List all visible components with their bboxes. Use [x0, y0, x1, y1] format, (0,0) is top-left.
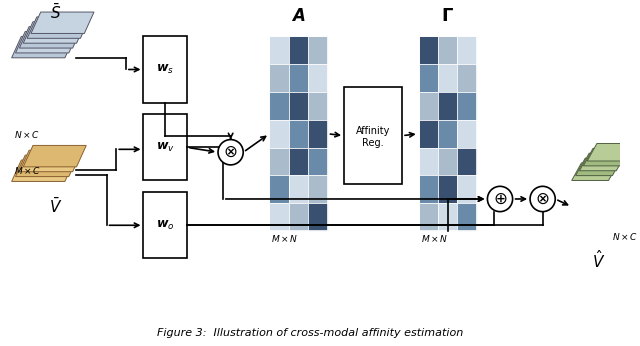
Bar [308, 148, 328, 175]
Bar [269, 148, 289, 175]
Bar [289, 203, 308, 231]
Bar [458, 203, 477, 231]
Bar [419, 120, 438, 148]
Bar [143, 36, 187, 102]
Bar [308, 92, 328, 120]
Bar [419, 148, 438, 175]
Bar [438, 36, 458, 64]
Bar [289, 92, 308, 120]
Bar [419, 175, 438, 203]
Bar [143, 192, 187, 258]
Text: $\bar{V}$: $\bar{V}$ [49, 197, 62, 216]
Bar [308, 175, 328, 203]
Bar [289, 148, 308, 175]
Text: $M\times N$: $M\times N$ [271, 233, 299, 244]
Polygon shape [12, 160, 75, 181]
Text: $N\times C$: $N\times C$ [13, 129, 40, 140]
Text: $M\times C$: $M\times C$ [13, 165, 40, 176]
Bar [289, 120, 308, 148]
Polygon shape [572, 163, 618, 181]
Polygon shape [15, 31, 79, 53]
Bar [308, 120, 328, 148]
Polygon shape [31, 12, 94, 34]
Bar [419, 92, 438, 120]
Bar [458, 175, 477, 203]
Bar [308, 203, 328, 231]
Bar [269, 203, 289, 231]
Text: $\boldsymbol{w}_v$: $\boldsymbol{w}_v$ [156, 141, 175, 154]
Bar [419, 203, 438, 231]
Text: Reg.: Reg. [362, 137, 384, 147]
Polygon shape [23, 22, 86, 43]
Bar [458, 92, 477, 120]
Text: Affinity: Affinity [356, 126, 390, 136]
Circle shape [218, 139, 243, 165]
Polygon shape [583, 148, 630, 166]
Bar [269, 36, 289, 64]
Text: $\bar{S}$: $\bar{S}$ [50, 3, 61, 22]
Bar [269, 64, 289, 92]
Text: $\boldsymbol{w}_s$: $\boldsymbol{w}_s$ [156, 63, 174, 76]
Polygon shape [575, 158, 622, 176]
Bar [344, 87, 402, 184]
Polygon shape [579, 153, 626, 171]
Bar [458, 36, 477, 64]
Bar [143, 114, 187, 181]
Bar [438, 64, 458, 92]
Text: $M\times N$: $M\times N$ [420, 233, 448, 244]
Bar [438, 203, 458, 231]
Polygon shape [19, 150, 83, 172]
Bar [438, 148, 458, 175]
Text: $\boldsymbol{\Gamma}$: $\boldsymbol{\Gamma}$ [441, 7, 454, 25]
Bar [289, 36, 308, 64]
Text: $\otimes$: $\otimes$ [536, 190, 550, 208]
Polygon shape [27, 17, 90, 38]
Bar [308, 64, 328, 92]
Text: $\oplus$: $\oplus$ [493, 190, 508, 208]
Bar [438, 120, 458, 148]
Bar [308, 36, 328, 64]
Polygon shape [15, 155, 79, 176]
Polygon shape [12, 36, 75, 58]
Bar [419, 36, 438, 64]
Text: $\otimes$: $\otimes$ [223, 143, 238, 161]
Bar [269, 175, 289, 203]
Bar [458, 148, 477, 175]
Text: $\boldsymbol{A}$: $\boldsymbol{A}$ [291, 7, 306, 25]
Bar [419, 64, 438, 92]
Bar [269, 92, 289, 120]
Bar [269, 36, 328, 231]
Circle shape [530, 186, 556, 212]
Bar [458, 64, 477, 92]
Bar [438, 92, 458, 120]
Bar [289, 175, 308, 203]
Text: $N\times C$: $N\times C$ [612, 231, 639, 242]
Bar [269, 120, 289, 148]
Text: $\boldsymbol{w}_o$: $\boldsymbol{w}_o$ [156, 219, 175, 232]
Polygon shape [588, 144, 634, 161]
Text: $\hat{V}$: $\hat{V}$ [592, 249, 605, 271]
Text: Figure 3:  Illustration of cross-modal affinity estimation: Figure 3: Illustration of cross-modal af… [157, 328, 463, 338]
Bar [419, 36, 477, 231]
Bar [289, 64, 308, 92]
Circle shape [488, 186, 513, 212]
Bar [458, 120, 477, 148]
Bar [438, 175, 458, 203]
Polygon shape [19, 27, 83, 48]
Polygon shape [23, 145, 86, 167]
